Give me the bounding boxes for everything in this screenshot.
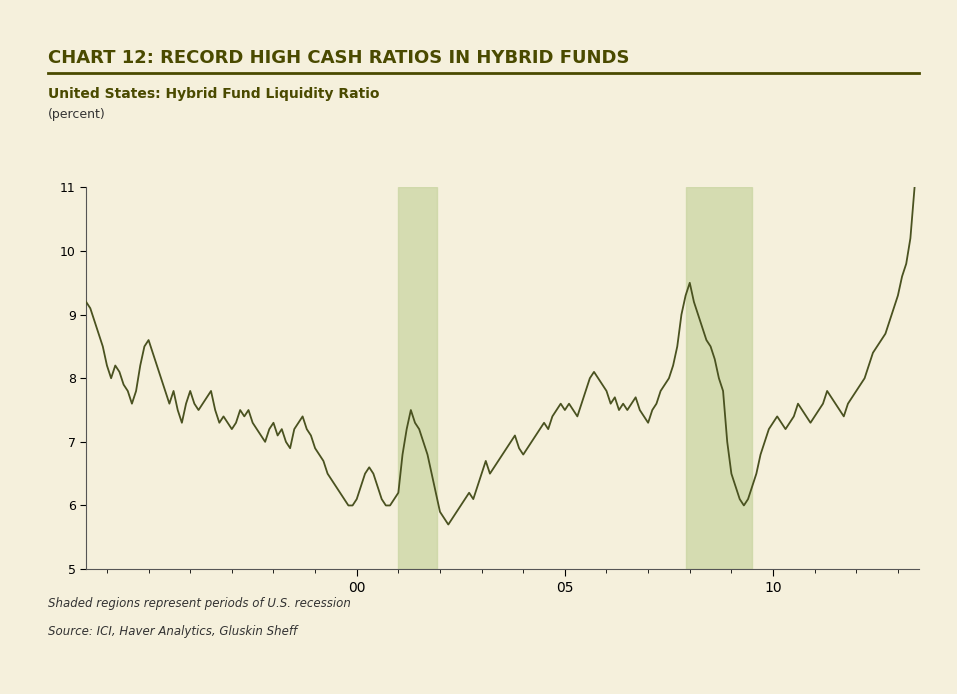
Text: Source: ICI, Haver Analytics, Gluskin Sheff: Source: ICI, Haver Analytics, Gluskin Sh… xyxy=(48,625,297,638)
Text: United States: Hybrid Fund Liquidity Ratio: United States: Hybrid Fund Liquidity Rat… xyxy=(48,87,379,101)
Text: (percent): (percent) xyxy=(48,108,105,121)
Text: Shaded regions represent periods of U.S. recession: Shaded regions represent periods of U.S.… xyxy=(48,597,350,610)
Bar xyxy=(686,187,752,569)
Text: CHART 12: RECORD HIGH CASH RATIOS IN HYBRID FUNDS: CHART 12: RECORD HIGH CASH RATIOS IN HYB… xyxy=(48,49,630,67)
Bar xyxy=(398,187,436,569)
